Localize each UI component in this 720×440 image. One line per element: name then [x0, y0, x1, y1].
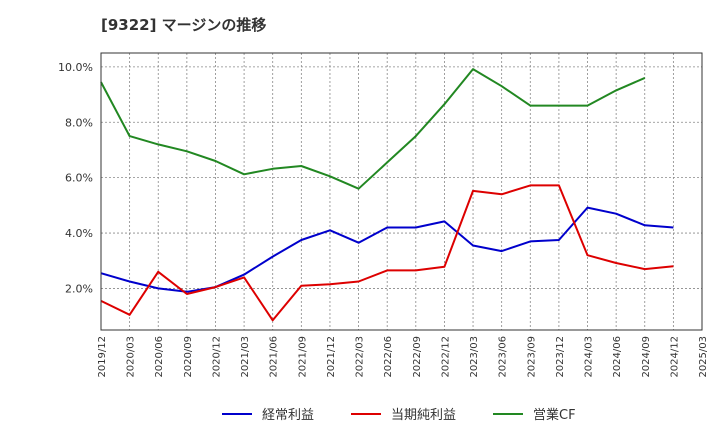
y-tick-label: 4.0%: [65, 227, 93, 240]
x-tick-label: 2023/12: [555, 336, 566, 378]
x-tick-label: 2022/03: [355, 336, 366, 378]
x-tick-label: 2024/12: [669, 336, 680, 378]
y-tick-label: 10.0%: [58, 61, 93, 74]
series-line-2: [100, 68, 646, 190]
x-axis: 2019/12 2020/03 2020/06 2020/09 2020/12 2021/…: [97, 336, 709, 378]
plot-area: [101, 53, 702, 330]
series-line-1: [100, 184, 674, 322]
x-tick-label: 2022/06: [383, 336, 394, 378]
x-tick-label: 2023/06: [498, 336, 509, 378]
series-line-0: [100, 206, 674, 293]
series-lines: [100, 68, 674, 322]
legend-label: 当期純利益: [391, 408, 456, 423]
y-tick-label: 8.0%: [65, 116, 93, 129]
x-tick-label: 2024/03: [584, 336, 595, 378]
x-tick-label: 2025/03: [698, 336, 709, 378]
x-tick-label: 2019/12: [97, 336, 108, 378]
x-tick-label: 2021/12: [326, 336, 337, 378]
x-tick-label: 2024/09: [641, 336, 652, 378]
x-tick-label: 2022/09: [412, 336, 423, 378]
legend-label: 経常利益: [262, 408, 314, 423]
y-axis: 2.0% 4.0% 6.0% 8.0% 10.0%: [58, 61, 93, 296]
x-tick-label: 2020/12: [211, 336, 222, 378]
plot-border: [100, 52, 703, 331]
legend: 経常利益 当期純利益 営業CF: [222, 407, 576, 423]
chart-title: [9322] マージンの推移: [101, 16, 266, 34]
y-tick-label: 2.0%: [65, 282, 93, 295]
x-tick-label: 2023/03: [469, 336, 480, 378]
x-tick-label: 2021/03: [240, 336, 251, 378]
x-tick-label: 2021/09: [297, 336, 308, 378]
x-tick-label: 2020/06: [154, 336, 165, 378]
x-tick-label: 2020/09: [183, 336, 194, 378]
legend-label: 営業CF: [533, 407, 576, 423]
x-tick-label: 2020/03: [126, 336, 137, 378]
y-tick-label: 6.0%: [65, 172, 93, 185]
x-tick-label: 2023/09: [526, 336, 537, 378]
x-tick-label: 2022/12: [440, 336, 451, 378]
x-tick-label: 2021/06: [269, 336, 280, 378]
x-tick-label: 2024/06: [612, 336, 623, 378]
